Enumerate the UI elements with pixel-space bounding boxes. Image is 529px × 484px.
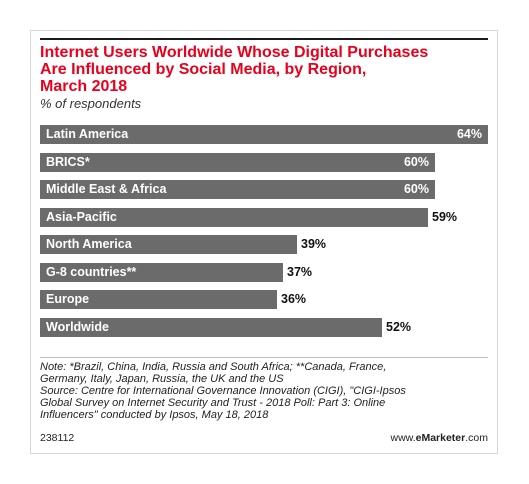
bar-category-label: North America [46, 237, 132, 251]
bar-value-label: 60% [403, 182, 429, 196]
note-line: Germany, Italy, Japan, Russia, the UK an… [40, 373, 284, 385]
bar-category-label: Middle East & Africa [46, 182, 167, 196]
bar-chart: Latin America 64% BRICS* 60% Middle East & A… [40, 125, 488, 355]
bar-value-label: 59% [432, 209, 458, 224]
bar-value-label: 36% [281, 292, 307, 306]
bar [40, 125, 488, 144]
bar [40, 317, 382, 337]
bar-category-label: Asia-Pacific [46, 209, 117, 224]
top-rule [40, 38, 488, 40]
chart-id: 238112 [40, 432, 75, 444]
bar-row: Europe 36% [40, 290, 488, 309]
chart-title: Internet Users Worldwide Whose Digital P… [40, 44, 480, 95]
source-line: Global Survey on Internet Security and T… [40, 397, 386, 409]
bar-category-label: Latin America [46, 127, 129, 141]
bar-value-label: 60% [403, 154, 429, 169]
bar [40, 262, 283, 282]
chart-title-line: Internet Users Worldwide Whose Digital P… [40, 44, 429, 61]
bar-row: BRICS* 60% [40, 152, 488, 172]
bar-value-label: 39% [301, 237, 327, 251]
chart-subtitle: % of respondents [40, 96, 142, 111]
bar-row: Worldwide 52% [40, 317, 488, 337]
bar-value-label: 64% [456, 127, 482, 141]
bar-row: Latin America 64% [40, 125, 488, 144]
bar [40, 152, 435, 172]
brand-suffix: .com [465, 432, 488, 444]
bar-row: G-8 countries** 37% [40, 262, 488, 282]
bar-row: Asia-Pacific 59% [40, 207, 488, 227]
bar-category-label: Europe [46, 292, 90, 306]
chart-title-line: March 2018 [40, 78, 128, 95]
bar-category-label: G-8 countries** [46, 264, 137, 279]
bar-category-label: BRICS* [46, 154, 90, 169]
bar [40, 207, 428, 227]
bar-row: Middle East & Africa 60% [40, 180, 488, 199]
brand-name: eMarketer [415, 432, 466, 444]
source-line: Influencers" conducted by Ipsos, May 18,… [40, 409, 269, 421]
note-line: Note: *Brazil, China, India, Russia and … [40, 361, 387, 373]
bar-category-label: Worldwide [46, 319, 109, 334]
bar [40, 180, 435, 199]
bottom-rule [40, 357, 488, 358]
bar-value-label: 52% [386, 319, 412, 334]
bar-row: North America 39% [40, 235, 488, 254]
bar [40, 235, 297, 254]
bar-value-label: 37% [287, 264, 313, 279]
chart-title-line: Are Influenced by Social Media, by Regio… [40, 61, 367, 78]
brand-prefix: www. [390, 432, 416, 444]
brand-link[interactable]: www.eMarketer.com [391, 432, 488, 444]
source-line: Source: Centre for International Governa… [40, 385, 406, 397]
chart-notes: Note: *Brazil, China, India, Russia and … [40, 361, 488, 421]
bar [40, 290, 277, 309]
